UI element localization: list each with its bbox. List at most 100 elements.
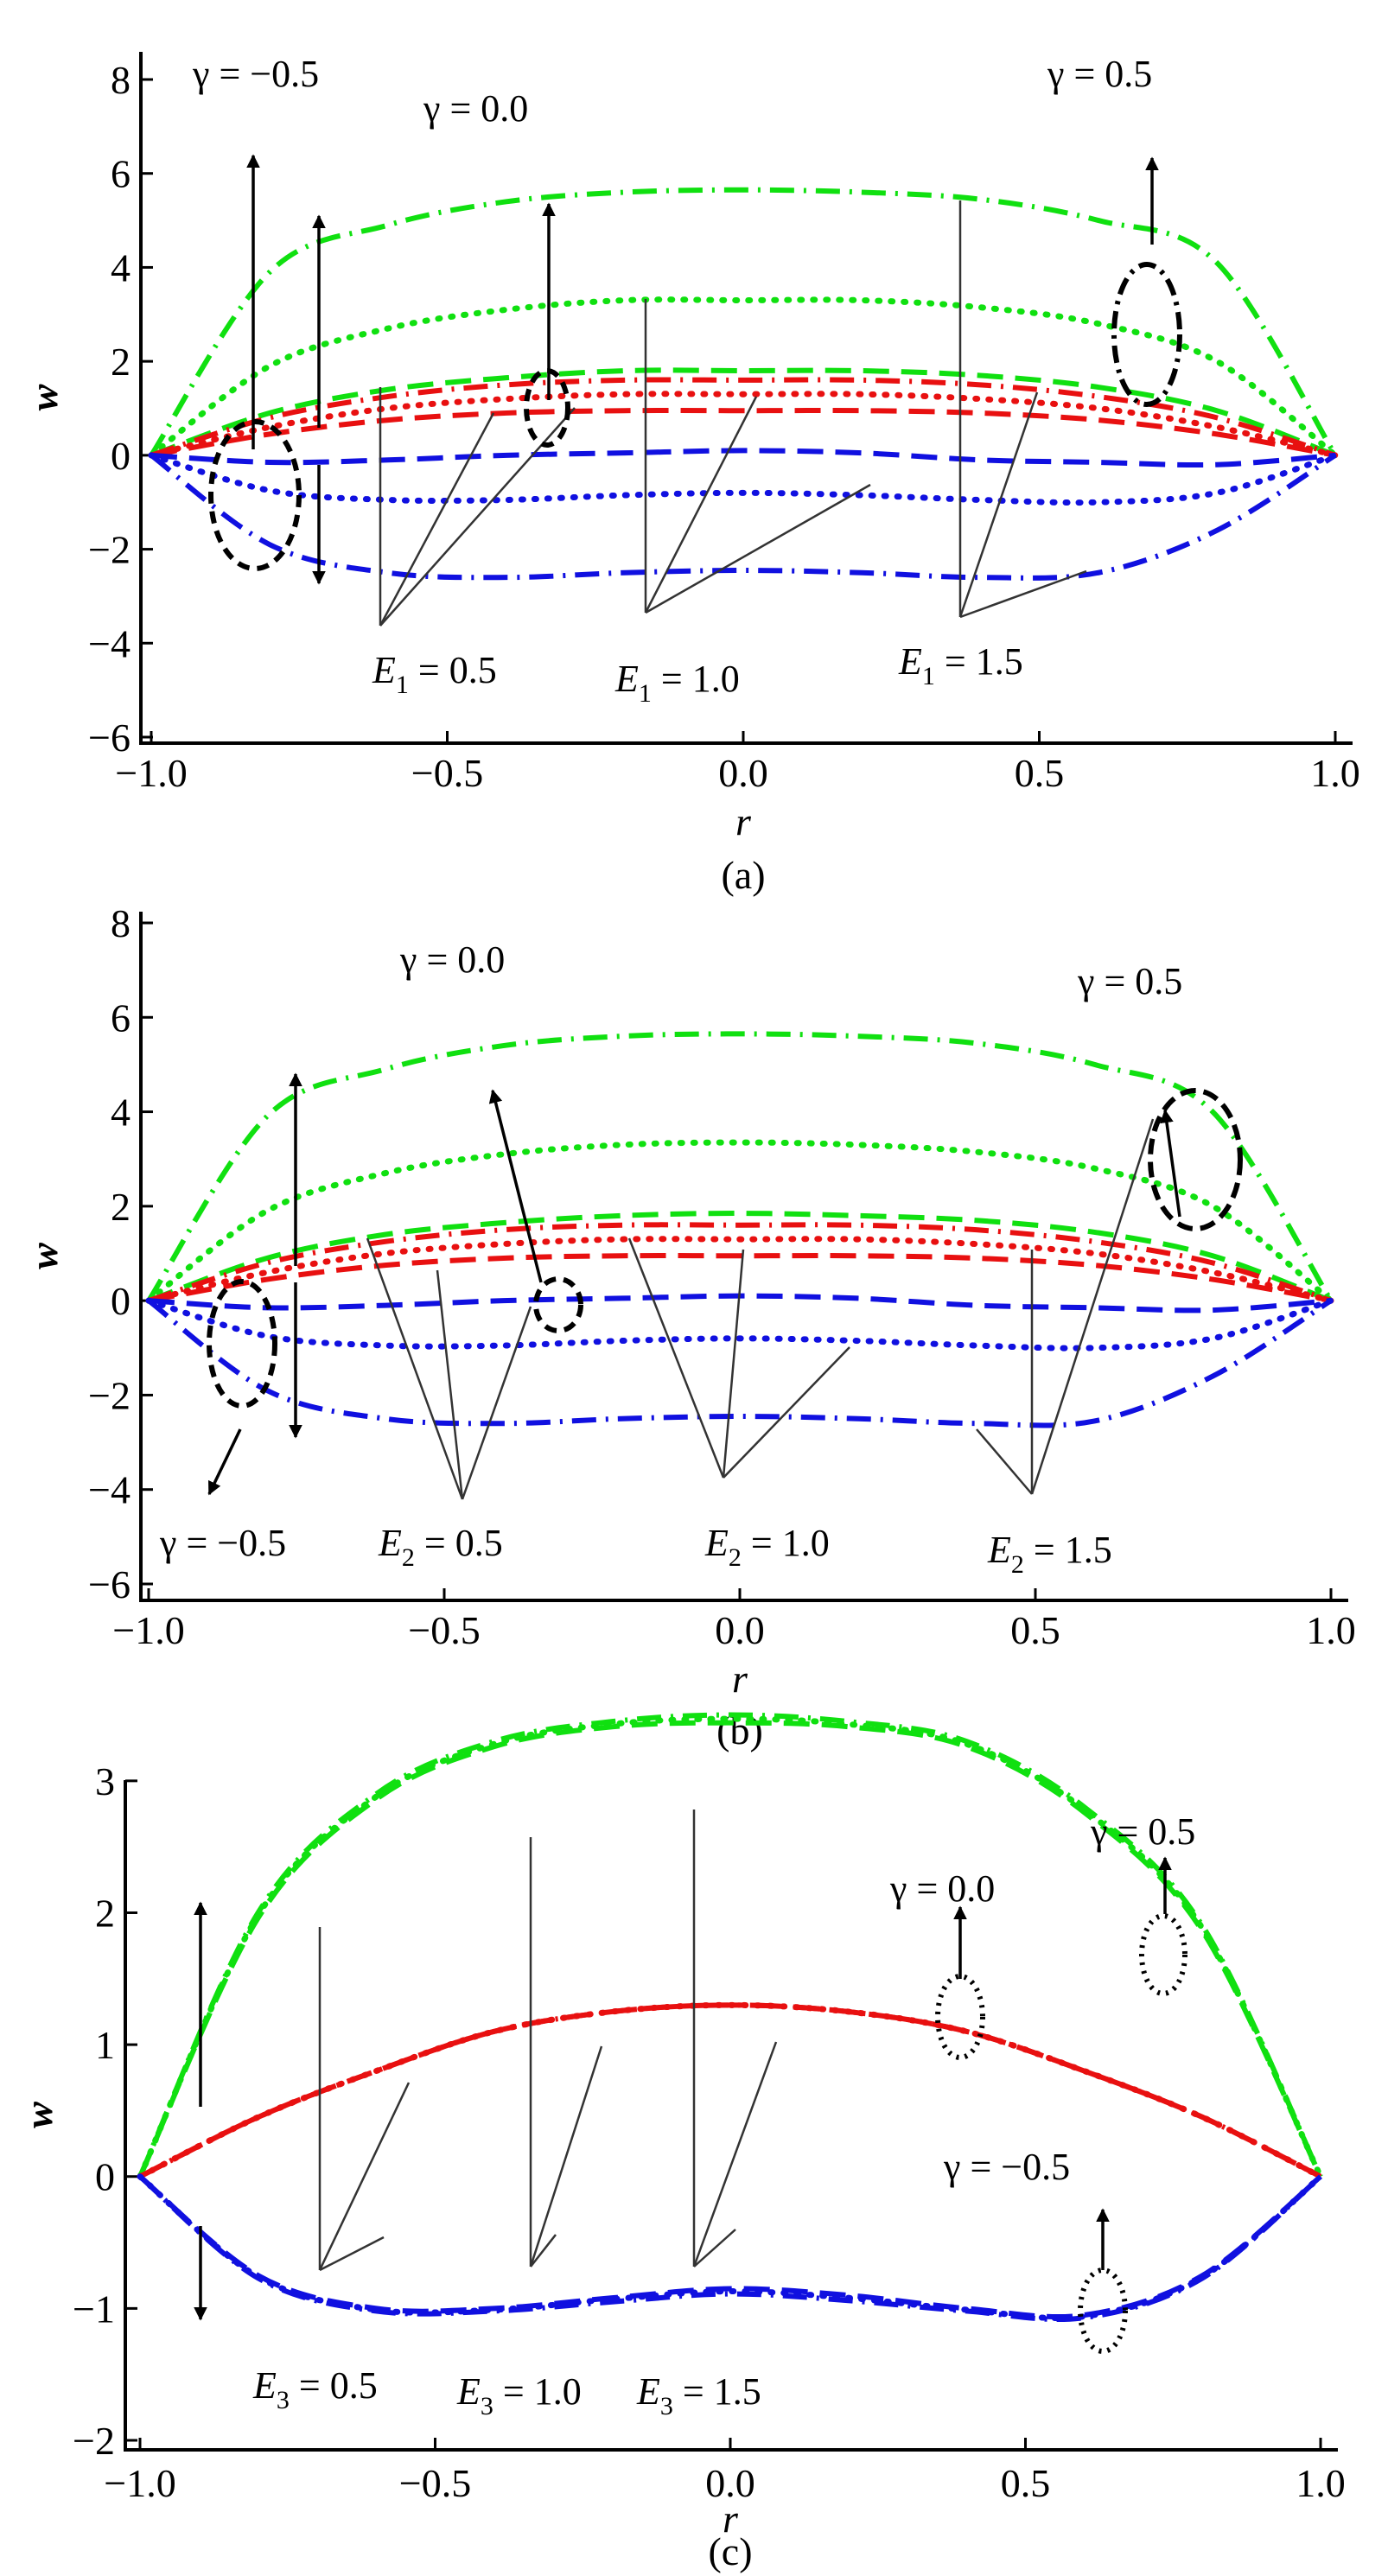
parameter-label: E3 = 1.0 (456, 2370, 582, 2420)
gamma-label: γ = 0.5 (1077, 960, 1182, 1002)
leader-line (723, 1346, 850, 1479)
parameter-label: E2 = 1.0 (704, 1522, 830, 1572)
x-tick-label: 0.5 (1010, 1608, 1060, 1652)
series-line (137, 2173, 1324, 2322)
series-line (138, 2002, 1322, 2179)
gamma-label: γ = −0.5 (943, 2146, 1070, 2188)
x-tick-label: −0.5 (411, 751, 483, 795)
x-axis-label: r (723, 2496, 739, 2541)
series-line (147, 1298, 1333, 1428)
leader-line (318, 2082, 411, 2271)
parameter-subscript: 1 (396, 671, 409, 699)
series-line (138, 2174, 1322, 2323)
parameter-label: E3 = 0.5 (252, 2364, 378, 2414)
parameter-value: = 1.5 (673, 2370, 761, 2413)
y-tick-label: −2 (73, 2419, 115, 2463)
x-tick-label: 0.0 (705, 2461, 755, 2505)
parameter-value: = 1.0 (652, 658, 740, 700)
highlight-ellipse (935, 1974, 985, 2060)
y-axis-label: w (22, 384, 66, 410)
x-tick-label: 1.0 (1296, 2461, 1346, 2505)
parameter-symbol: E (704, 1522, 729, 1564)
y-tick-label: 8 (111, 58, 131, 102)
x-axis-label: r (735, 799, 752, 843)
y-tick-label: 8 (111, 901, 131, 945)
series-line (150, 367, 1337, 458)
parameter-symbol: E (456, 2370, 481, 2413)
parameter-symbol: E (636, 2370, 660, 2413)
x-tick-label: −0.5 (408, 1608, 480, 1652)
series-line (146, 1031, 1334, 1302)
leader-line (693, 2229, 736, 2268)
series-line (150, 377, 1336, 458)
gamma-label: γ = 0.0 (399, 938, 505, 981)
parameter-label: E1 = 1.0 (614, 658, 740, 708)
parameter-symbol: E (372, 649, 396, 691)
parameter-subscript: 2 (1011, 1550, 1024, 1579)
y-tick-label: 1 (95, 2023, 115, 2067)
parameter-subscript: 3 (277, 2386, 290, 2414)
y-tick-label: 2 (95, 1891, 115, 1935)
y-tick-label: −4 (88, 621, 131, 665)
series-line (147, 1211, 1333, 1303)
gamma-label: γ = −0.5 (159, 1522, 286, 1564)
highlight-ellipse (1148, 1088, 1243, 1231)
parameter-symbol: E (898, 640, 922, 683)
direction-arrow (488, 1089, 543, 1283)
leader-line (319, 2236, 385, 2272)
x-tick-label: 1.0 (1306, 1608, 1356, 1652)
series-line (145, 1236, 1334, 1304)
y-tick-label: 0 (95, 2155, 115, 2199)
y-axis-label: w (16, 2102, 60, 2128)
leader-line (627, 1237, 725, 1479)
leader-line (1030, 1118, 1155, 1495)
y-tick-label: 0 (111, 434, 131, 478)
parameter-subscript: 1 (922, 662, 935, 690)
parameter-symbol: E (987, 1529, 1011, 1571)
y-tick-label: −4 (88, 1468, 131, 1512)
series-line (137, 1712, 1323, 2178)
parameter-subscript: 2 (729, 1543, 742, 1572)
parameter-value: = 1.5 (1024, 1529, 1112, 1571)
parameter-label: E2 = 0.5 (378, 1522, 503, 1572)
leader-line (958, 391, 1039, 618)
series-line (148, 1253, 1332, 1304)
parameter-value: = 0.5 (415, 1522, 503, 1564)
parameter-label: E1 = 0.5 (372, 649, 497, 699)
highlight-ellipse (1111, 262, 1182, 407)
parameter-value: = 1.5 (935, 640, 1023, 683)
gamma-label: γ = −0.5 (192, 53, 319, 95)
parameter-label: E3 = 1.5 (636, 2370, 761, 2420)
series-line (145, 1297, 1334, 1352)
y-tick-label: 2 (111, 340, 131, 384)
series-line (148, 452, 1339, 506)
x-tick-label: −0.5 (399, 2461, 471, 2505)
x-tick-label: 0.0 (718, 751, 768, 795)
series-line (150, 448, 1336, 468)
leader-line (436, 1269, 464, 1500)
x-tick-label: −1.0 (115, 751, 187, 795)
highlight-ellipse (1139, 1913, 1187, 1996)
y-tick-label: −6 (88, 716, 131, 760)
parameter-label: E1 = 1.5 (898, 640, 1023, 690)
y-tick-label: 3 (95, 1759, 115, 1803)
parameter-value: = 1.0 (493, 2370, 582, 2413)
y-tick-label: −2 (88, 528, 131, 572)
x-tick-label: −1.0 (112, 1608, 184, 1652)
parameter-symbol: E (614, 658, 639, 700)
gamma-label: γ = 0.5 (1090, 1810, 1195, 1853)
leader-line (644, 396, 758, 614)
parameter-label: E2 = 1.5 (987, 1529, 1112, 1579)
x-tick-label: 0.5 (1001, 2461, 1051, 2505)
parameter-value: = 0.5 (290, 2364, 378, 2407)
series-line (138, 2174, 1322, 2320)
leader-line (529, 2045, 603, 2268)
leader-line (692, 2041, 778, 2268)
series-line (148, 296, 1339, 459)
gamma-label: γ = 0.0 (889, 1867, 995, 1910)
gamma-label: γ = 0.0 (423, 87, 528, 130)
highlight-ellipse (524, 368, 570, 448)
leader-line (461, 1306, 532, 1500)
series-line (145, 1139, 1334, 1304)
leader-line (645, 483, 871, 614)
